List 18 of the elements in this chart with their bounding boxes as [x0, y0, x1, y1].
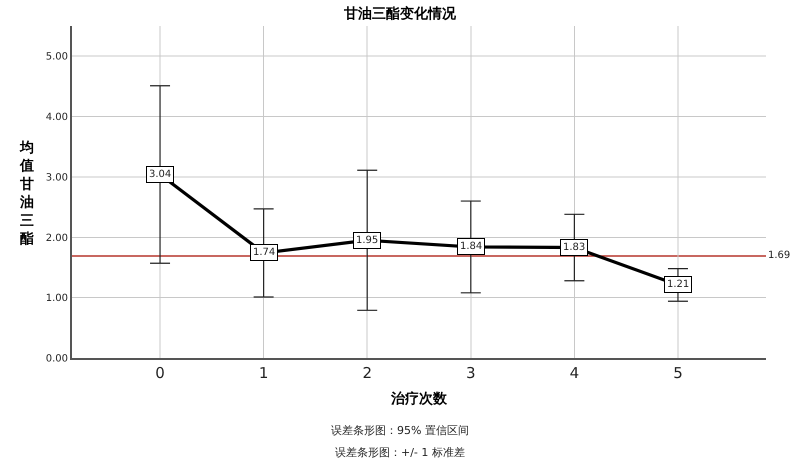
y-axis-title: 均值甘油三酯	[19, 140, 34, 247]
ref-line-label: 1.69	[768, 250, 790, 261]
y-tick-label: 3.00	[46, 172, 68, 184]
x-tick-label: 1	[258, 364, 268, 382]
y-tick-label: 5.00	[46, 52, 68, 63]
chart-title: 甘油三酯变化情况	[343, 4, 457, 22]
x-tick-label: 3	[466, 364, 476, 382]
y-tick-label: 0.00	[46, 354, 68, 364]
text: 误差条形图：95% 置信区间	[331, 424, 469, 437]
y-tick-label: 2.00	[46, 232, 68, 244]
text: 误差条形图：+/- 1 标准差	[335, 446, 465, 459]
y-tick-label: 4.00	[46, 112, 68, 124]
x-tick-label: 0	[155, 364, 165, 382]
x-tick-label: 4	[570, 364, 580, 382]
y-tick-label: 1.00	[46, 293, 68, 304]
x-axis-title: 治疗次数	[390, 390, 448, 407]
x-tick-label: 5	[673, 364, 683, 382]
x-tick-label: 2	[362, 364, 372, 382]
